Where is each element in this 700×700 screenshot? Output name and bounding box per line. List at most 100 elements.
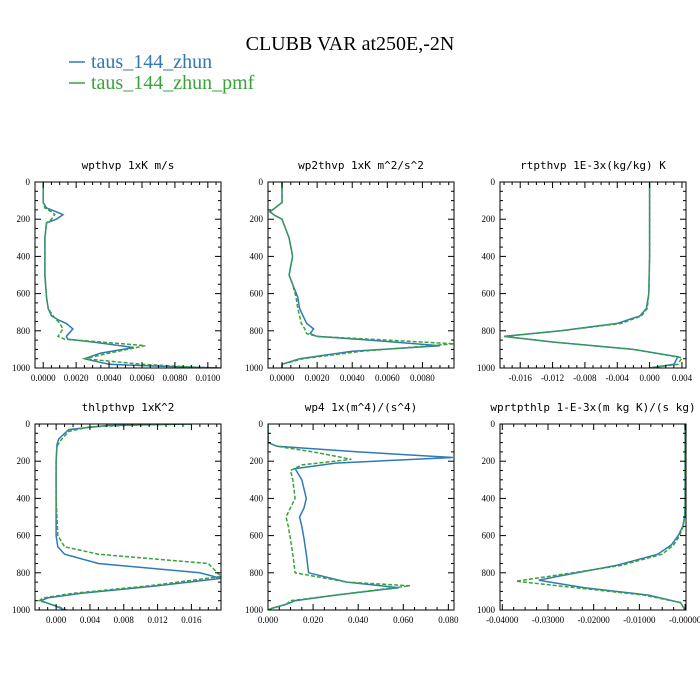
y-tick-label: 800	[482, 326, 496, 336]
y-tick-label: 400	[250, 493, 264, 503]
legend: taus_144_zhun taus_144_zhun_pmf	[69, 51, 255, 94]
panel-4: thlpthvp 1xK^2 0 200 400 600 800 1000 0.000 0.00…	[12, 401, 222, 625]
x-tick-label: -0.04000	[486, 615, 519, 625]
x-tick-label: 0.080	[438, 615, 459, 625]
series-line-1	[42, 182, 221, 368]
y-tick-label: 600	[17, 531, 31, 541]
x-tick-label: 0.004	[80, 615, 101, 625]
x-tick-label: 0.0040	[97, 373, 122, 383]
x-tick-label: 0.000	[639, 373, 660, 383]
y-tick-label: 800	[17, 568, 31, 578]
y-tick-label: 1000	[12, 363, 31, 373]
figure-title: CLUBB VAR at250E,-2N	[246, 33, 455, 55]
x-tick-label: 0.0020	[305, 373, 330, 383]
series-line-2	[503, 182, 684, 368]
x-tick-label: 0.0060	[130, 373, 155, 383]
series-line-1	[538, 424, 686, 610]
x-tick-label: -0.004	[606, 373, 630, 383]
y-tick-label: 800	[482, 568, 496, 578]
x-tick-label: 0.0060	[375, 373, 400, 383]
y-tick-label: 1000	[12, 605, 31, 615]
series-line-1	[268, 424, 453, 610]
plot-frame	[499, 423, 687, 611]
x-tick-label: -0.012	[541, 373, 564, 383]
x-tick-label: 0.0000	[270, 373, 295, 383]
x-tick-label: 0.0080	[163, 373, 188, 383]
x-tick-label: -0.016	[509, 373, 533, 383]
x-tick-label: 0.000	[258, 615, 279, 625]
panel-title: wp2thvp 1xK m^2/s^2	[298, 159, 424, 172]
y-tick-label: 800	[250, 568, 264, 578]
y-tick-label: 600	[482, 531, 496, 541]
x-tick-label: 0.012	[147, 615, 167, 625]
panel-6: wprtpthlp 1-E-3x(m kg K)/(s kg) 0 200 400 60…	[477, 401, 700, 625]
y-tick-label: 200	[482, 214, 496, 224]
x-tick-label: 0.008	[114, 615, 135, 625]
panel-title: rtpthvp 1E-3x(kg/kg) K	[520, 159, 666, 172]
panel-title: thlpthvp 1xK^2	[82, 401, 175, 414]
panel-title: wp4 1x(m^4)/(s^4)	[305, 401, 418, 414]
y-tick-label: 200	[250, 456, 264, 466]
y-tick-label: 0	[491, 419, 496, 429]
series-line-2	[37, 424, 221, 610]
y-tick-label: 600	[482, 289, 496, 299]
legend-label-2: taus_144_zhun_pmf	[91, 72, 255, 94]
series-line-1	[268, 182, 441, 368]
x-tick-label: -0.02000	[578, 615, 611, 625]
x-tick-label: 0.060	[393, 615, 414, 625]
plot-frame	[499, 181, 687, 369]
legend-label-1: taus_144_zhun	[91, 51, 212, 73]
y-tick-label: 600	[250, 531, 264, 541]
y-tick-label: 0	[259, 177, 264, 187]
panel-title: wprtpthlp 1-E-3x(m kg K)/(s kg)	[490, 401, 695, 414]
series-line-1	[38, 424, 221, 610]
x-tick-label: 0.000	[46, 615, 67, 625]
x-tick-label: 0.0100	[195, 373, 220, 383]
y-tick-label: 400	[17, 493, 31, 503]
x-tick-label: -0.00000	[669, 615, 700, 625]
x-tick-label: -0.008	[573, 373, 597, 383]
y-tick-label: 200	[17, 214, 31, 224]
y-tick-label: 0	[26, 177, 31, 187]
x-tick-label: 0.0040	[340, 373, 365, 383]
series-line-2	[42, 182, 208, 368]
y-tick-label: 600	[250, 289, 264, 299]
y-tick-label: 800	[17, 326, 31, 336]
y-tick-label: 400	[482, 251, 496, 261]
plot-frame	[34, 181, 222, 369]
y-tick-label: 0	[491, 177, 496, 187]
y-tick-label: 0	[259, 419, 264, 429]
y-tick-label: 1000	[245, 363, 264, 373]
panel-title: wpthvp 1xK m/s	[82, 159, 175, 172]
y-tick-label: 1000	[477, 605, 496, 615]
x-tick-label: -0.01000	[623, 615, 656, 625]
y-tick-label: 1000	[477, 363, 496, 373]
y-tick-label: 200	[250, 214, 264, 224]
series-line-2	[515, 424, 686, 610]
x-tick-label: 0.016	[181, 615, 202, 625]
y-tick-label: 400	[482, 493, 496, 503]
y-tick-label: 200	[482, 456, 496, 466]
y-tick-label: 400	[17, 251, 31, 261]
y-tick-label: 800	[250, 326, 264, 336]
x-tick-label: 0.040	[348, 615, 369, 625]
panel-3: rtpthvp 1E-3x(kg/kg) K 0 200 400 600 800 1000 -…	[477, 159, 693, 383]
x-tick-label: 0.0080	[410, 373, 435, 383]
series-line-2	[268, 182, 454, 368]
y-tick-label: 1000	[245, 605, 264, 615]
x-tick-label: 0.020	[303, 615, 324, 625]
y-tick-label: 400	[250, 251, 264, 261]
x-tick-label: 0.0020	[64, 373, 89, 383]
y-tick-label: 600	[17, 289, 31, 299]
x-tick-label: 0.004	[672, 373, 693, 383]
panel-2: wp2thvp 1xK m^2/s^2 0 200 400 600 800 1000 0.00…	[245, 159, 455, 383]
series-line-2	[268, 424, 411, 610]
y-tick-label: 200	[17, 456, 31, 466]
x-tick-label: 0.0000	[31, 373, 56, 383]
x-tick-label: -0.03000	[532, 615, 565, 625]
y-tick-label: 0	[26, 419, 31, 429]
